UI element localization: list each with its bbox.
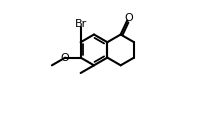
Text: O: O <box>61 53 70 63</box>
Text: O: O <box>124 13 133 23</box>
Text: Br: Br <box>75 19 87 29</box>
